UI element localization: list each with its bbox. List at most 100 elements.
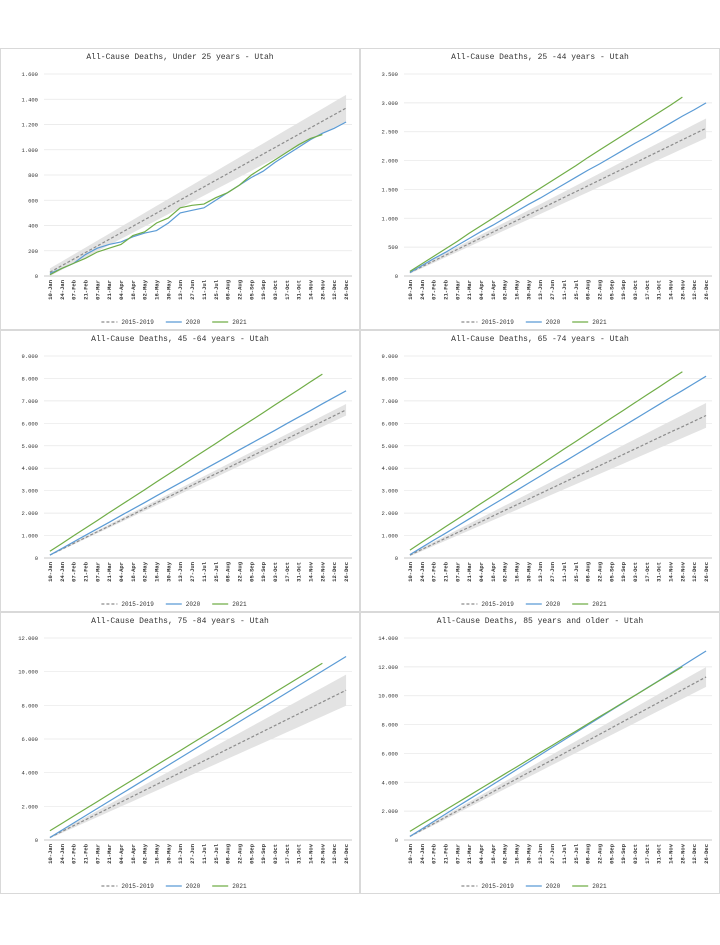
legend-label: 2021 — [592, 601, 607, 608]
legend-label: 2020 — [186, 601, 201, 608]
x-tick-label: 21-Feb — [82, 279, 89, 300]
x-tick-label: 31-Oct — [296, 280, 303, 300]
x-tick-label: 02-May — [502, 561, 509, 582]
series-line — [49, 662, 323, 832]
x-tick-label: 10-Jan — [407, 844, 414, 864]
y-tick-label: 8.000 — [381, 375, 398, 382]
series-line — [409, 96, 683, 272]
y-tick-label: 4.000 — [21, 770, 38, 777]
x-tick-label: 07-Mar — [94, 280, 101, 300]
x-tick-label: 07-Feb — [71, 561, 78, 582]
x-tick-label: 07-Feb — [71, 279, 78, 300]
x-tick-label: 24-Jan — [59, 844, 66, 864]
x-tick-label: 12-Dec — [691, 280, 698, 300]
x-tick-label: 05-Sep — [248, 843, 255, 864]
legend-label: 2020 — [546, 601, 561, 608]
x-tick-label: 13-Jun — [177, 280, 184, 300]
x-tick-label: 07-Mar — [454, 562, 461, 582]
legend-label: 2020 — [546, 883, 561, 890]
y-tick-label: 6.000 — [21, 420, 38, 427]
x-tick-label: 26-Dec — [703, 562, 710, 582]
y-tick-label: 0 — [35, 273, 38, 280]
x-tick-label: 07-Mar — [454, 844, 461, 864]
x-tick-label: 16-May — [514, 561, 521, 582]
x-tick-label: 10-Jan — [47, 280, 54, 300]
y-tick-label: 3.000 — [21, 488, 38, 495]
x-tick-label: 11-Jul — [201, 843, 208, 864]
x-tick-label: 03-Oct — [272, 562, 279, 582]
x-tick-label: 25-Jul — [573, 279, 580, 300]
x-tick-label: 13-Jun — [537, 280, 544, 300]
x-tick-label: 30-May — [525, 561, 532, 582]
x-tick-label: 24-Jan — [419, 844, 426, 864]
x-tick-label: 21-Mar — [106, 280, 113, 300]
x-tick-label: 21-Feb — [442, 561, 449, 582]
x-tick-label: 07-Mar — [94, 844, 101, 864]
x-tick-label: 22-Aug — [236, 844, 243, 864]
x-tick-label: 19-Sep — [260, 279, 267, 300]
x-tick-label: 07-Mar — [94, 562, 101, 582]
x-tick-label: 10-Jan — [47, 562, 54, 582]
range-band — [409, 667, 707, 838]
range-band — [409, 403, 707, 557]
x-tick-label: 07-Feb — [431, 843, 438, 864]
legend-label: 2020 — [546, 319, 561, 326]
y-tick-label: 7.000 — [381, 398, 398, 405]
x-tick-label: 21-Feb — [442, 843, 449, 864]
x-tick-label: 08-Aug — [585, 562, 592, 582]
legend-label: 2020 — [186, 883, 201, 890]
x-tick-label: 30-May — [525, 843, 532, 864]
series-line — [49, 390, 347, 556]
x-tick-label: 11-Jul — [201, 561, 208, 582]
x-tick-label: 27-Jun — [549, 280, 556, 300]
x-tick-label: 25-Jul — [213, 279, 220, 300]
x-tick-label: 03-Oct — [632, 562, 639, 582]
chart-title: All-Cause Deaths, 85 years and older - U… — [437, 617, 644, 626]
y-tick-label: 6.000 — [381, 750, 398, 757]
x-tick-label: 18-Apr — [490, 280, 497, 300]
y-tick-label: 12.000 — [378, 664, 398, 671]
x-tick-label: 13-Jun — [177, 562, 184, 582]
y-tick-label: 5.000 — [21, 443, 38, 450]
x-tick-label: 13-Jun — [537, 562, 544, 582]
x-tick-label: 07-Feb — [431, 561, 438, 582]
x-tick-label: 19-Sep — [620, 561, 627, 582]
x-tick-label: 17-Oct — [284, 562, 291, 582]
x-tick-label: 18-Apr — [130, 844, 137, 864]
y-tick-label: 6.000 — [21, 736, 38, 743]
x-tick-label: 03-Oct — [632, 844, 639, 864]
x-tick-label: 05-Sep — [608, 279, 615, 300]
x-tick-label: 14-Nov — [308, 279, 315, 300]
x-tick-label: 11-Jul — [561, 561, 568, 582]
x-tick-label: 11-Jul — [201, 279, 208, 300]
x-tick-label: 30-May — [165, 279, 172, 300]
y-tick-label: 7.000 — [21, 398, 38, 405]
x-tick-label: 21-Feb — [82, 561, 89, 582]
legend-label: 2015-2019 — [121, 601, 154, 608]
x-tick-label: 31-Oct — [296, 562, 303, 582]
x-tick-label: 12-Dec — [331, 562, 338, 582]
y-tick-label: 0 — [35, 555, 38, 562]
x-tick-label: 21-Mar — [466, 562, 473, 582]
x-tick-label: 04-Apr — [118, 562, 125, 582]
x-tick-label: 02-May — [142, 279, 149, 300]
chart-panel: All-Cause Deaths, 45 -64 years - Utah 0 1.… — [0, 330, 360, 612]
x-tick-label: 03-Oct — [632, 280, 639, 300]
x-tick-label: 25-Jul — [213, 561, 220, 582]
x-tick-label: 12-Dec — [691, 844, 698, 864]
x-tick-label: 22-Aug — [596, 844, 603, 864]
legend-label: 2015-2019 — [121, 319, 154, 326]
x-tick-label: 02-May — [142, 561, 149, 582]
x-tick-label: 17-Oct — [284, 844, 291, 864]
y-tick-label: 0 — [395, 837, 398, 844]
x-tick-label: 28-Nov — [319, 561, 326, 582]
x-tick-label: 14-Nov — [668, 561, 675, 582]
x-tick-label: 22-Aug — [596, 562, 603, 582]
x-tick-label: 31-Oct — [656, 280, 663, 300]
y-tick-label: 400 — [28, 223, 38, 230]
chart-title: All-Cause Deaths, Under 25 years - Utah — [86, 53, 273, 62]
y-tick-label: 4.000 — [21, 465, 38, 472]
y-tick-label: 9.000 — [381, 353, 398, 360]
x-tick-label: 12-Dec — [691, 562, 698, 582]
